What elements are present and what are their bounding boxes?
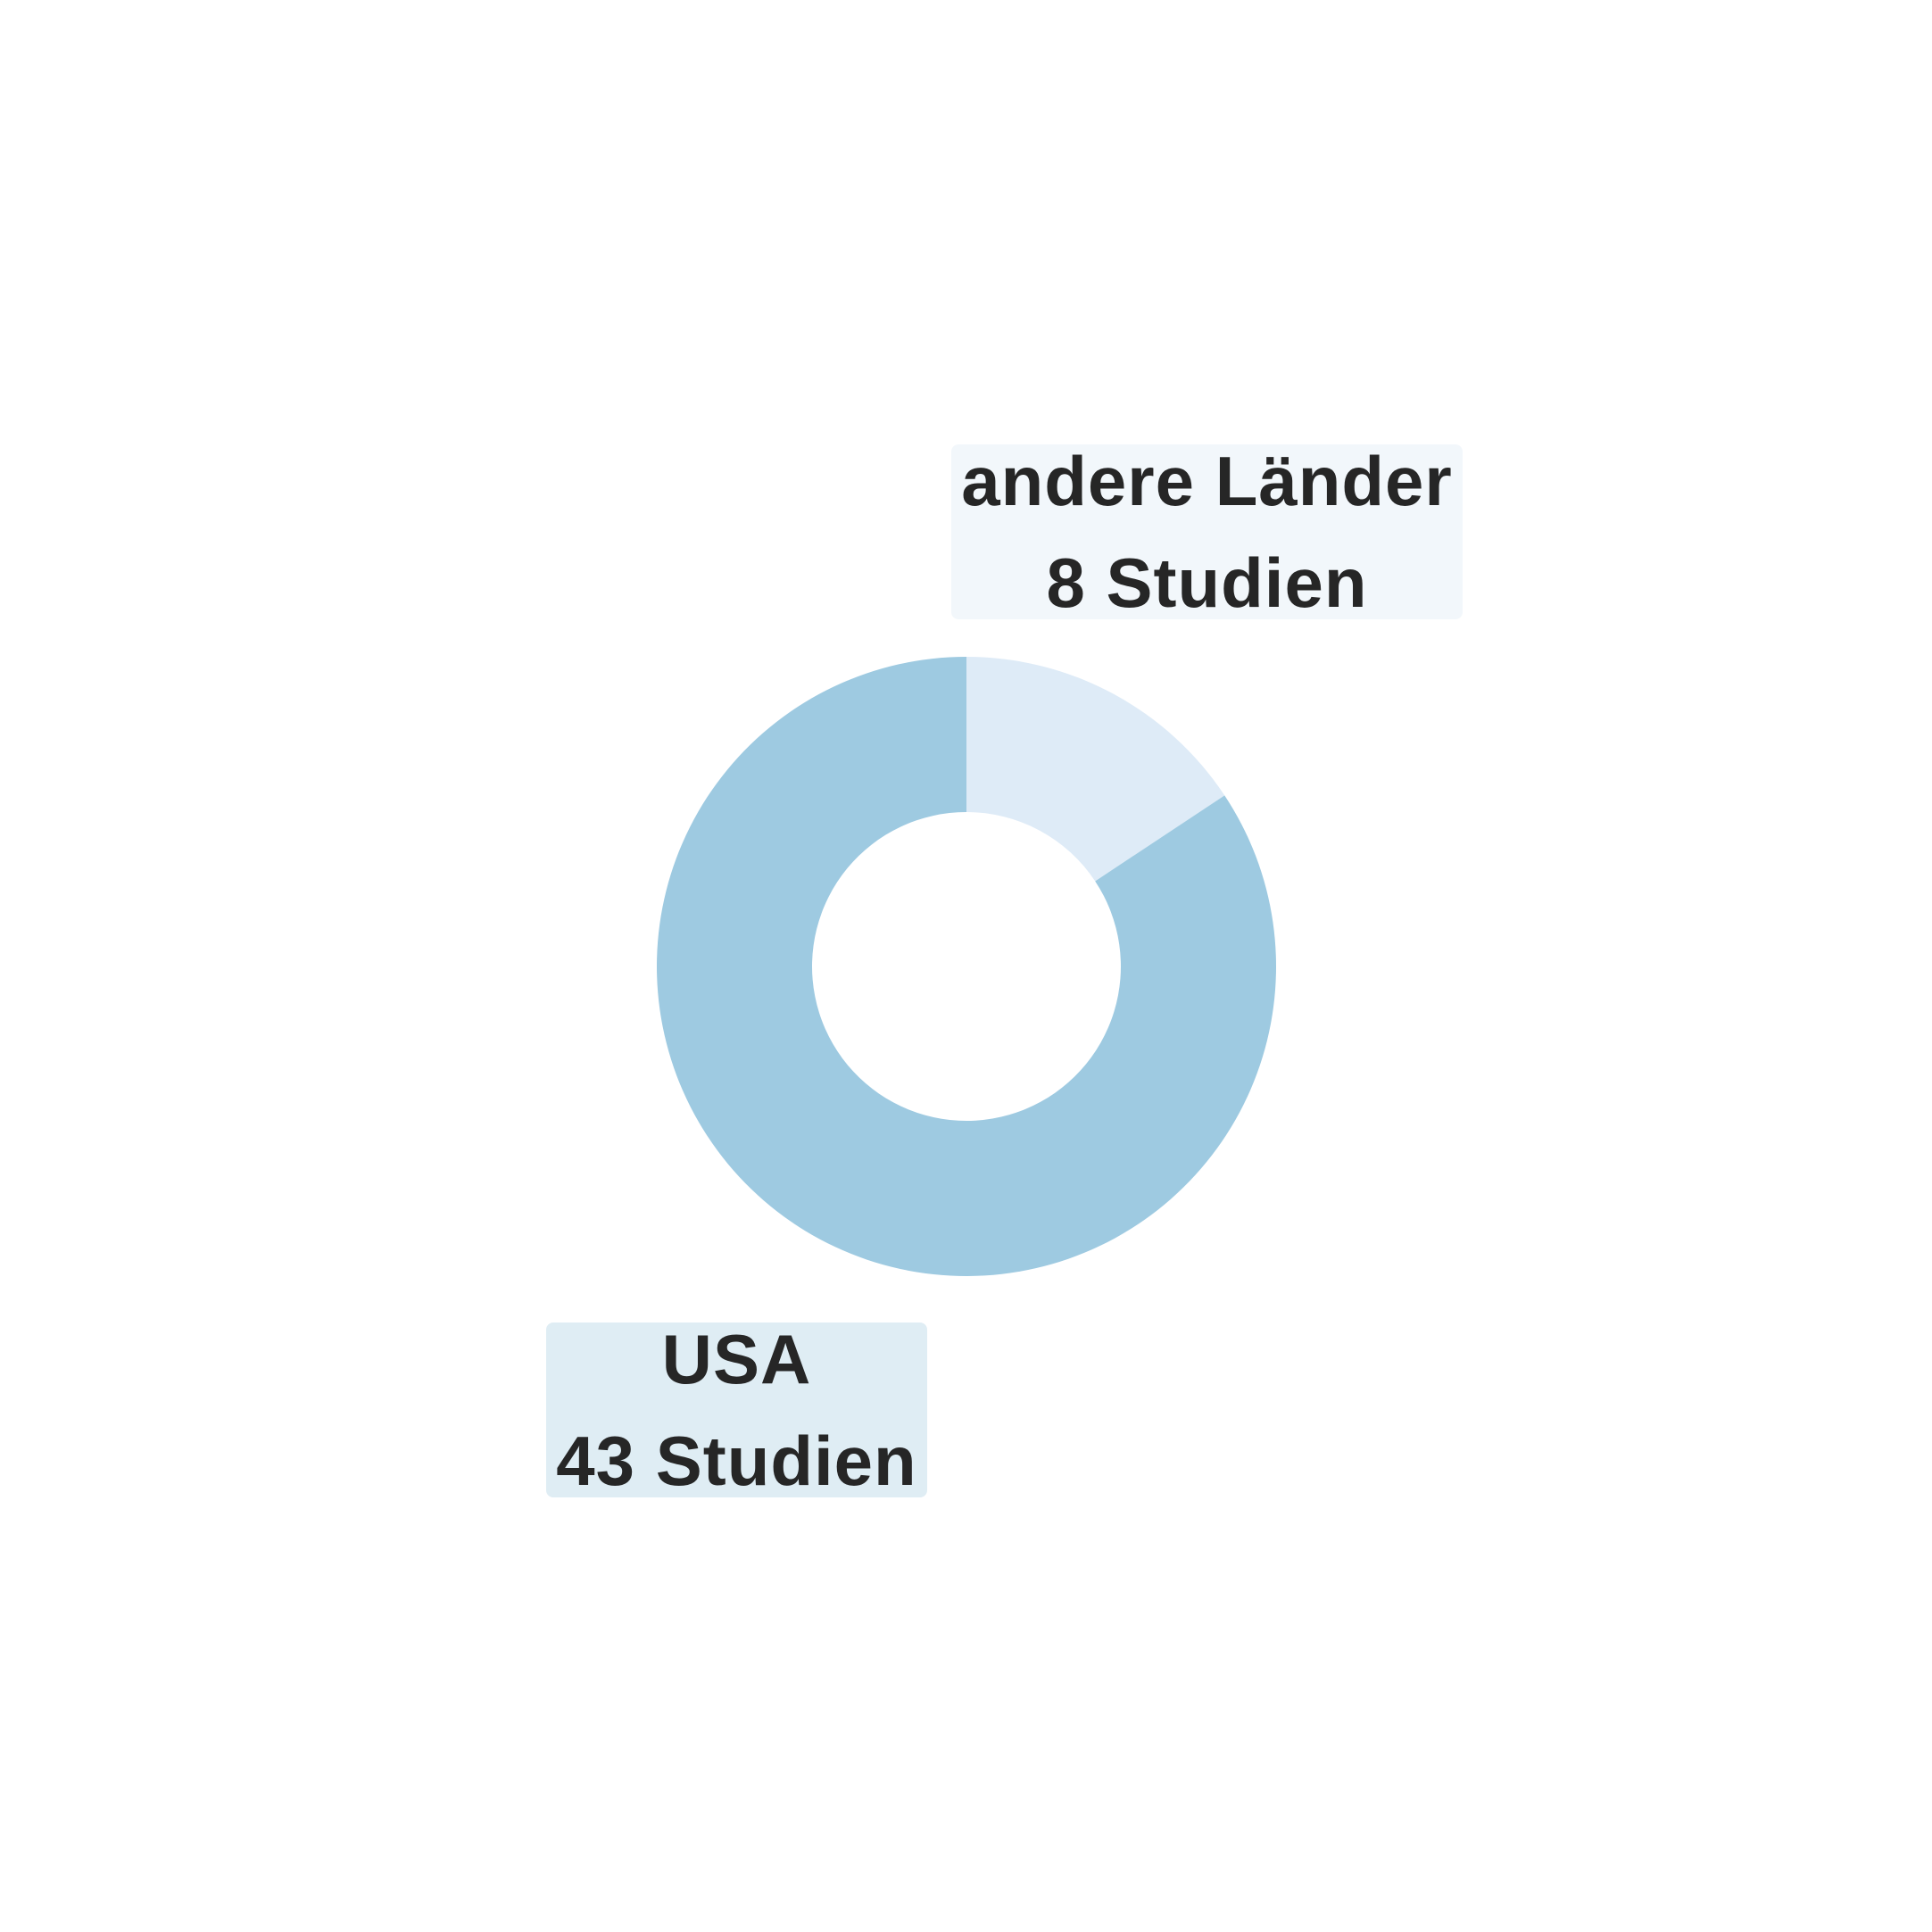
donut-slices [656,657,1276,1276]
slice-label-value: 8 Studien [1046,543,1368,622]
donut-slice-usa [656,657,1276,1276]
slice-label-andere-laender: andere Länder 8 Studien [951,442,1463,622]
slice-label-usa: USA 43 Studien [546,1320,927,1500]
slice-label-name: USA [661,1320,812,1398]
donut-slice-andere-l-nder [966,657,1225,882]
slice-label-name: andere Länder [961,442,1453,520]
slice-label-value: 43 Studien [556,1422,917,1500]
